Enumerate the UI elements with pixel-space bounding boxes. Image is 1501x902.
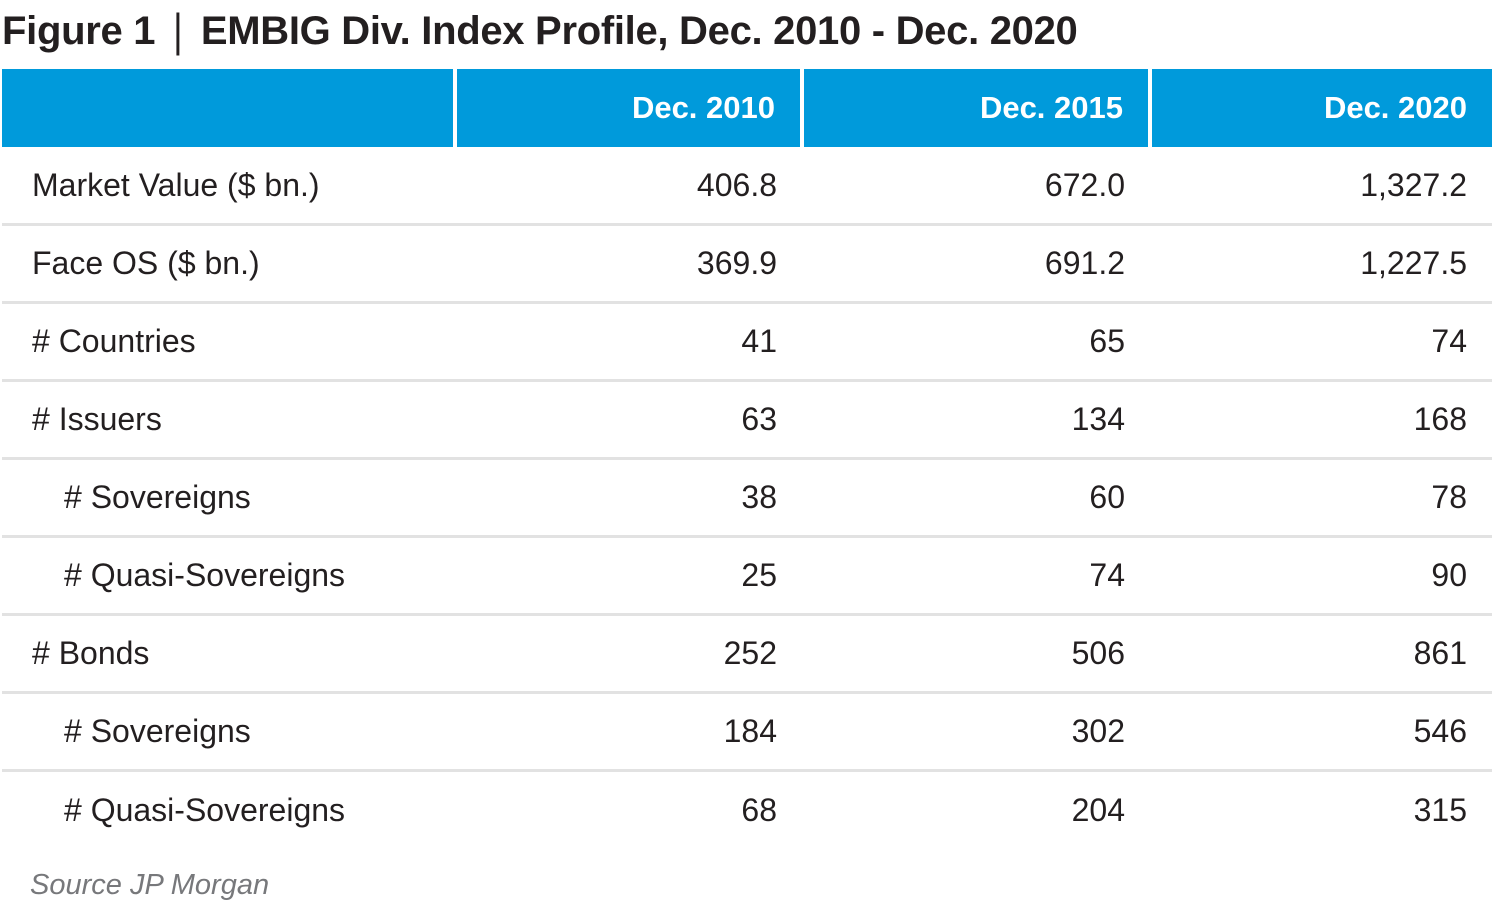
table-row: # Bonds 252 506 861 bbox=[2, 613, 1492, 693]
table-header: Dec. 2010 Dec. 2015 Dec. 2020 bbox=[2, 68, 1492, 147]
cell-value: 315 bbox=[1150, 769, 1492, 849]
cell-value: 1,327.2 bbox=[1150, 146, 1492, 225]
cell-value: 506 bbox=[802, 613, 1150, 693]
cell-value: 302 bbox=[802, 691, 1150, 771]
title-separator-bar: | bbox=[173, 4, 183, 56]
cell-value: 90 bbox=[1150, 535, 1492, 615]
cell-value: 60 bbox=[802, 457, 1150, 537]
cell-value: 546 bbox=[1150, 691, 1492, 771]
row-label: Face OS ($ bn.) bbox=[2, 223, 455, 303]
figure-label: Figure 1 bbox=[2, 9, 156, 53]
table-row: Face OS ($ bn.) 369.9 691.2 1,227.5 bbox=[2, 223, 1492, 303]
cell-value: 672.0 bbox=[802, 146, 1150, 225]
cell-value: 25 bbox=[455, 535, 802, 615]
table-row: # Countries 41 65 74 bbox=[2, 301, 1492, 381]
table-row: # Quasi-Sovereigns 25 74 90 bbox=[2, 535, 1492, 615]
cell-value: 204 bbox=[802, 769, 1150, 849]
source-note: Source JP Morgan bbox=[30, 868, 270, 901]
table-row: # Sovereigns 38 60 78 bbox=[2, 457, 1492, 537]
cell-value: 691.2 bbox=[802, 223, 1150, 303]
cell-value: 41 bbox=[455, 301, 802, 381]
figure-title-text: EMBIG Div. Index Profile, Dec. 2010 - De… bbox=[200, 9, 1078, 53]
cell-value: 134 bbox=[802, 379, 1150, 459]
table-row: # Issuers 63 134 168 bbox=[2, 379, 1492, 459]
cell-value: 63 bbox=[455, 379, 802, 459]
row-label: # Sovereigns bbox=[2, 691, 455, 771]
cell-value: 252 bbox=[455, 613, 802, 693]
row-label-column-header bbox=[2, 68, 455, 147]
column-header-dec-2020: Dec. 2020 bbox=[1148, 68, 1492, 147]
row-label: Market Value ($ bn.) bbox=[2, 146, 455, 225]
cell-value: 369.9 bbox=[455, 223, 802, 303]
cell-value: 38 bbox=[455, 457, 802, 537]
row-label: # Issuers bbox=[2, 379, 455, 459]
table-header-row: Dec. 2010 Dec. 2015 Dec. 2020 bbox=[2, 68, 1492, 147]
cell-value: 861 bbox=[1150, 613, 1492, 693]
cell-value: 65 bbox=[802, 301, 1150, 381]
cell-value: 68 bbox=[455, 769, 802, 849]
embig-profile-table: Dec. 2010 Dec. 2015 Dec. 2020 Market Value… bbox=[2, 68, 1492, 849]
cell-value: 74 bbox=[802, 535, 1150, 615]
table-row: # Quasi-Sovereigns 68 204 315 bbox=[2, 769, 1492, 849]
row-label: # Sovereigns bbox=[2, 457, 455, 537]
row-label: # Quasi-Sovereigns bbox=[2, 535, 455, 615]
cell-value: 78 bbox=[1150, 457, 1492, 537]
row-label: # Quasi-Sovereigns bbox=[2, 769, 455, 849]
table-row: Market Value ($ bn.) 406.8 672.0 1,327.2 bbox=[2, 146, 1492, 225]
cell-value: 74 bbox=[1150, 301, 1492, 381]
cell-value: 406.8 bbox=[455, 146, 802, 225]
figure-title: Figure 1 | EMBIG Div. Index Profile, Dec. … bbox=[2, 2, 1492, 56]
row-label: # Bonds bbox=[2, 613, 455, 693]
column-header-dec-2015: Dec. 2015 bbox=[800, 68, 1150, 147]
cell-value: 168 bbox=[1150, 379, 1492, 459]
table-body: Market Value ($ bn.) 406.8 672.0 1,327.2 Fac… bbox=[2, 146, 1492, 849]
table-row: # Sovereigns 184 302 546 bbox=[2, 691, 1492, 771]
row-label: # Countries bbox=[2, 301, 455, 381]
column-header-dec-2010: Dec. 2010 bbox=[453, 68, 802, 147]
cell-value: 184 bbox=[455, 691, 802, 771]
cell-value: 1,227.5 bbox=[1150, 223, 1492, 303]
